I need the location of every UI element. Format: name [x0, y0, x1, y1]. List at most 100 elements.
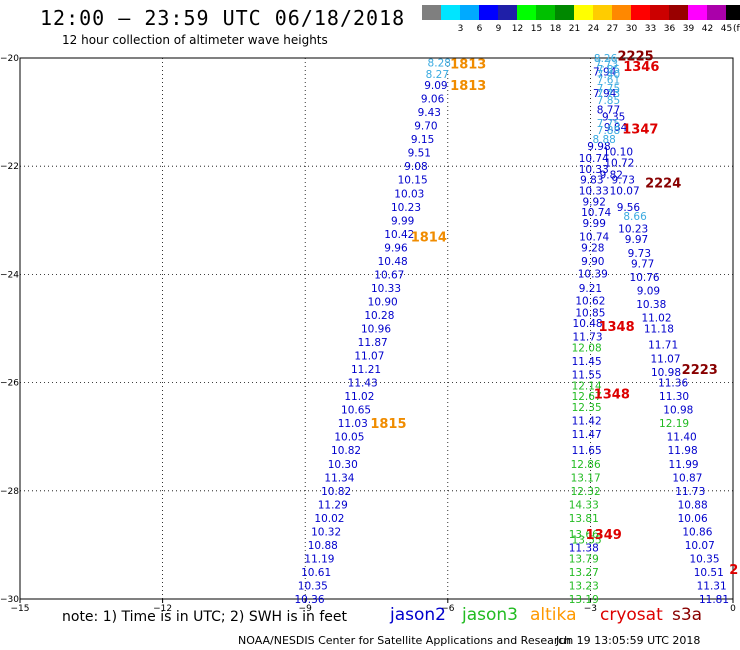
- wave-height-jason2: 10.72: [604, 157, 634, 169]
- wave-height-jason2: 9.09: [424, 80, 447, 92]
- wave-height-jason2: 10.48: [378, 256, 408, 268]
- wave-height-jason2: 11.43: [348, 378, 378, 390]
- wave-height-jason2: 10.07: [610, 186, 640, 198]
- color-scale-swatch: [707, 5, 726, 20]
- wave-height-jason3: 13.55: [572, 534, 602, 546]
- wave-height-jason2: 9.98: [587, 141, 610, 153]
- wave-height-jason2: 10.98: [663, 405, 693, 417]
- pass-number-label: 1349: [586, 528, 622, 543]
- color-scale-swatch: [574, 5, 593, 20]
- wave-height-jason2: 7.94: [593, 67, 617, 79]
- color-scale-label: 21: [568, 24, 581, 34]
- pass-number-label: 2223: [682, 363, 718, 378]
- x-tick-label: −12: [153, 604, 172, 614]
- wave-height-jason2: 10.42: [384, 229, 414, 241]
- pass-number-label: 2: [729, 563, 738, 578]
- wave-height-jason2: 10.85: [575, 307, 605, 319]
- y-tick-label: −20: [0, 54, 19, 64]
- wave-height-jason2: 11.36: [658, 378, 688, 390]
- color-scale-label: 6: [476, 24, 483, 34]
- legend-jason2: jason2: [390, 605, 446, 625]
- wave-height-jason2: 10.88: [678, 499, 708, 511]
- color-scale-swatch: [650, 5, 669, 20]
- chart-title: 12:00 – 23:59 UTC 06/18/2018: [40, 6, 406, 30]
- footer-timestamp: Jun 19 13:05:59 UTC 2018: [556, 634, 701, 647]
- color-scale-swatch: [593, 5, 612, 20]
- color-scale-swatch: [726, 5, 740, 20]
- wave-height-jason2: 7.94: [593, 88, 617, 100]
- wave-height-jason2: 10.23: [391, 202, 421, 214]
- wave-height-altika: 8.27: [426, 69, 449, 81]
- wave-height-jason2: 9.15: [411, 134, 434, 146]
- wave-height-jason2: 11.98: [668, 445, 698, 457]
- wave-height-jason2: 11.03: [338, 418, 368, 430]
- x-tick-label: −9: [299, 604, 313, 614]
- legend-cryosat: cryosat: [600, 605, 663, 625]
- color-scale-label: 45: [720, 24, 733, 34]
- wave-height-jason3: 12.32: [571, 486, 601, 498]
- wave-height-jason2: 10.23: [618, 223, 648, 235]
- wave-height-jason3: 13.66: [569, 529, 599, 541]
- wave-height-altika: 7.61: [597, 75, 620, 87]
- wave-height-jason2: 10.82: [331, 445, 361, 457]
- wave-height-jason2: 10.07: [685, 540, 715, 552]
- color-scale-label: 15: [530, 24, 543, 34]
- wave-height-jason2: 10.76: [630, 272, 660, 284]
- pass-number-label: 1815: [370, 417, 406, 432]
- color-scale-label: 24: [587, 24, 600, 34]
- wave-height-altika: 7.73: [595, 58, 618, 70]
- color-scale-label: 9: [495, 24, 502, 34]
- wave-height-jason3: 13.27: [569, 567, 599, 579]
- wave-height-jason2: 11.45: [572, 356, 602, 368]
- wave-height-jason2: 10.35: [298, 580, 328, 592]
- wave-height-jason3: 13.19: [569, 594, 599, 606]
- wave-height-jason2: 10.67: [374, 269, 404, 281]
- wave-height-jason2: 10.33: [371, 283, 401, 295]
- wave-height-jason2: 11.71: [648, 340, 678, 352]
- wave-height-jason2: 9.84: [604, 122, 628, 134]
- y-tick-label: −26: [0, 379, 19, 389]
- color-scale-swatch: [669, 5, 688, 20]
- color-scale-swatch: [536, 5, 555, 20]
- wave-height-jason3: 12.14: [572, 380, 602, 392]
- wave-height-jason2: 11.87: [358, 337, 388, 349]
- wave-height-jason3: 13.23: [569, 580, 599, 592]
- wave-height-jason2: 10.06: [678, 513, 708, 525]
- wave-height-jason2: 10.05: [334, 432, 364, 444]
- pass-number-label: 2225: [617, 49, 653, 64]
- wave-height-altika: 8.66: [623, 211, 647, 223]
- wave-height-jason2: 9.90: [581, 256, 604, 268]
- wave-height-altika: 7.75: [597, 118, 620, 130]
- wave-height-jason2: 11.55: [572, 369, 602, 381]
- wave-height-jason2: 9.43: [418, 107, 441, 119]
- wave-height-jason2: 11.29: [318, 499, 348, 511]
- wave-height-jason2: 9.82: [600, 169, 623, 181]
- wave-height-jason2: 11.73: [573, 332, 603, 344]
- wave-height-jason2: 11.31: [697, 580, 727, 592]
- footer-credit: NOAA/NESDIS Center for Satellite Applica…: [238, 634, 572, 647]
- wave-height-jason2: 11.21: [351, 364, 381, 376]
- x-tick-label: −6: [441, 604, 455, 614]
- wave-height-jason2: 11.34: [324, 472, 354, 484]
- wave-height-jason2: 11.38: [569, 543, 599, 555]
- color-scale-swatch: [631, 5, 650, 20]
- wave-height-jason3: 13.17: [571, 472, 601, 484]
- wave-height-jason2: 10.51: [694, 567, 724, 579]
- wave-height-jason3: 14.33: [569, 499, 599, 511]
- wave-height-jason2: 10.88: [308, 540, 338, 552]
- wave-height-jason2: 10.02: [314, 513, 344, 525]
- wave-height-jason2: 10.39: [578, 268, 608, 280]
- wave-height-jason2: 9.73: [612, 175, 635, 187]
- legend-altika: altika: [530, 605, 577, 625]
- color-scale-label: 39: [682, 24, 695, 34]
- wave-height-altika: 8.28: [428, 57, 451, 69]
- wave-height-jason2: 10.86: [682, 526, 712, 538]
- wave-height-jason2: 9.51: [408, 148, 431, 160]
- wave-height-jason2: 9.28: [581, 242, 604, 254]
- wave-height-jason2: 9.83: [580, 175, 603, 187]
- wave-height-jason2: 10.74: [579, 232, 609, 244]
- wave-height-jason2: 9.08: [404, 161, 427, 173]
- pass-number-label: 1348: [594, 387, 630, 402]
- x-tick-label: −3: [584, 604, 597, 614]
- y-tick-label: −30: [0, 595, 19, 605]
